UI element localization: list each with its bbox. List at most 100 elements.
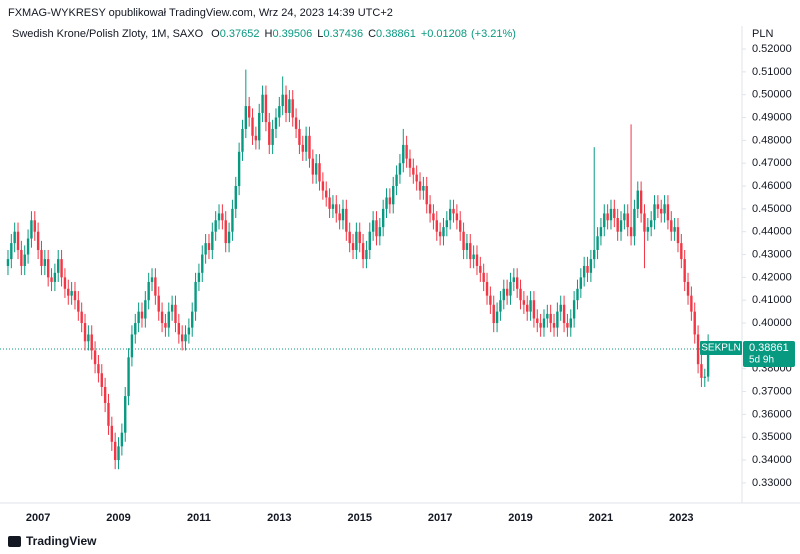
candle-body (415, 174, 418, 182)
y-tick-label: 0.48000 (752, 134, 792, 146)
candle-body (261, 94, 264, 113)
candle-body (6, 259, 10, 266)
candle-body (371, 220, 375, 232)
candle-body (616, 218, 619, 232)
symbol-header: Swedish Krone/Polish Zloty, 1M, SAXO O0.3… (12, 28, 516, 40)
candle-body (298, 128, 301, 145)
candle-body (258, 112, 261, 141)
candle-body (706, 349, 710, 377)
candle-body (422, 186, 425, 191)
candle-body (36, 231, 40, 250)
candle-body (569, 318, 572, 328)
candle-body (526, 304, 529, 312)
candle-body (482, 272, 485, 282)
candle-body (67, 288, 70, 296)
candle-body (241, 128, 244, 152)
candle-body (562, 304, 566, 324)
candle-body (221, 213, 224, 221)
candle-body (646, 227, 650, 232)
candle-body (552, 323, 556, 328)
candle-body (144, 300, 147, 319)
candle-body (204, 243, 207, 255)
candle-body (147, 281, 150, 301)
candle-body (418, 181, 422, 191)
candle-body (318, 163, 321, 182)
candle-body (157, 295, 160, 312)
candle-body (308, 135, 311, 159)
candle-body (50, 277, 53, 282)
candle-body (365, 249, 368, 260)
candle-body (649, 220, 653, 228)
candle-body (633, 208, 636, 237)
candle-body (164, 323, 167, 328)
candle-body (23, 254, 26, 266)
candle-body (623, 213, 626, 221)
y-axis-label: PLN (752, 28, 773, 40)
candle-body (542, 318, 546, 328)
price-tag-value: 0.38861 (749, 342, 789, 354)
candle-body (355, 231, 358, 250)
candle-body (137, 311, 140, 324)
candle-body (43, 259, 47, 266)
candle-body (572, 300, 576, 319)
candle-body (46, 259, 50, 278)
candle-body (676, 227, 680, 244)
x-tick-label: 2009 (106, 512, 130, 524)
candle-body (462, 231, 465, 250)
candle-body (663, 204, 666, 214)
symbol: Swedish Krone/Polish Zloty, 1M, SAXO (12, 28, 204, 40)
candle-body (546, 313, 549, 319)
candle-body (499, 300, 502, 312)
candle-body (673, 227, 676, 232)
candle-body (167, 311, 170, 328)
candle-body (489, 295, 492, 305)
candle-body (388, 197, 392, 205)
y-tick-label: 0.46000 (752, 180, 792, 192)
candle-body (666, 204, 670, 221)
candle-body (140, 311, 144, 319)
x-tick-label: 2007 (26, 512, 50, 524)
candle-body (13, 231, 16, 244)
y-tick-label: 0.37000 (752, 385, 792, 397)
candle-body (314, 163, 318, 175)
candle-body (492, 304, 495, 324)
candle-body (475, 254, 479, 266)
price-tag-countdown: 5d 9h (749, 355, 774, 366)
candle-body (127, 357, 130, 397)
candle-body (579, 277, 583, 289)
candle-body (10, 243, 13, 260)
candle-body (325, 190, 328, 198)
y-tick-label: 0.44000 (752, 226, 792, 238)
candle-body (435, 220, 438, 232)
candle-body (619, 220, 623, 232)
x-tick-label: 2011 (187, 512, 211, 524)
candle-body (201, 254, 204, 273)
candle-body (412, 167, 415, 175)
candle-body (20, 249, 23, 266)
ohlc-value: 0.37652 (220, 28, 260, 40)
candle-body (566, 323, 569, 328)
footer-text: TradingView (26, 534, 97, 548)
x-tick-label: 2023 (669, 512, 693, 524)
candle-body (603, 213, 606, 228)
candle-body (519, 288, 522, 301)
candle-body (341, 208, 345, 221)
candle-body (93, 350, 97, 365)
candle-body (696, 334, 700, 365)
candle-body (207, 243, 211, 250)
candle-body (392, 186, 395, 205)
candle-body (599, 227, 603, 237)
candle-body (680, 243, 683, 260)
candle-body (381, 208, 385, 228)
candle-body (180, 334, 184, 342)
candle-body (556, 311, 559, 328)
y-tick-label: 0.47000 (752, 157, 792, 169)
candle-body (686, 281, 690, 296)
candle-body (244, 106, 248, 129)
candle-body (60, 259, 63, 278)
candle-body (348, 231, 351, 244)
candle-body (113, 441, 117, 461)
x-tick-label: 2021 (589, 512, 613, 524)
x-tick-label: 2013 (267, 512, 291, 524)
candle-body (693, 311, 696, 335)
